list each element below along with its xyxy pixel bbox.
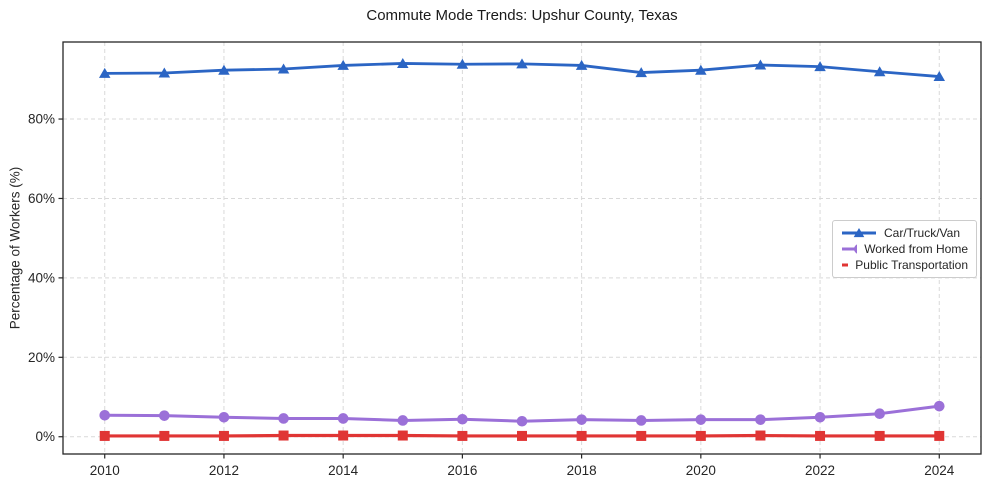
marker-triangle — [873, 66, 886, 77]
marker-square — [695, 430, 706, 441]
legend-label-worked-from-home: Worked from Home — [864, 242, 968, 256]
marker-circle — [99, 409, 111, 421]
chart-title: Commute Mode Trends: Upshur County, Texa… — [366, 7, 678, 24]
marker-square — [338, 430, 349, 441]
marker-triangle — [337, 59, 349, 70]
marker-square — [576, 430, 587, 441]
marker-triangle — [98, 67, 111, 78]
marker-circle — [159, 410, 170, 421]
marker-circle — [516, 415, 528, 427]
marker-square — [218, 430, 229, 441]
marker-circle — [874, 408, 885, 419]
legend-label-public-transportation: Public Transportation — [855, 258, 968, 272]
y-tick-label: 40% — [28, 270, 55, 285]
marker-circle — [218, 411, 230, 423]
marker-triangle — [218, 64, 230, 75]
marker-triangle — [814, 61, 826, 72]
marker-triangle — [456, 58, 469, 69]
marker-square — [99, 430, 110, 441]
marker-triangle — [635, 67, 647, 78]
legend-item-car-truck-van: Car/Truck/Van — [841, 226, 968, 240]
marker-triangle — [516, 58, 528, 69]
marker-triangle — [397, 57, 409, 68]
marker-triangle — [754, 59, 767, 70]
line-square-marker-icon — [842, 263, 849, 267]
legend-marker — [854, 244, 858, 254]
y-tick-label: 60% — [28, 191, 55, 206]
legend-label-car-truck-van: Car/Truck/Van — [884, 226, 961, 240]
line-circle-marker-icon — [842, 244, 858, 254]
legend-item-worked-from-home: Worked from Home — [841, 242, 968, 256]
legend-marker — [853, 227, 865, 238]
marker-circle — [814, 411, 826, 423]
y-tick-label: 80% — [28, 112, 55, 127]
marker-square — [815, 430, 826, 441]
marker-square — [517, 430, 527, 441]
marker-square — [278, 430, 289, 441]
axes-frame — [62, 41, 982, 455]
x-tick-label: 2014 — [328, 463, 359, 478]
marker-square — [457, 430, 468, 441]
marker-square — [636, 430, 647, 441]
x-tick-label: 2018 — [567, 463, 597, 478]
marker-circle — [755, 414, 766, 425]
marker-circle — [397, 415, 409, 426]
x-tick-label: 2024 — [924, 463, 955, 478]
y-tick-label: 20% — [28, 350, 55, 365]
marker-square — [874, 430, 885, 441]
x-tick-label: 2016 — [447, 463, 477, 478]
marker-circle — [933, 400, 945, 412]
marker-triangle — [933, 71, 946, 82]
marker-circle — [457, 413, 468, 425]
y-tick-label: 0% — [35, 429, 55, 444]
x-tick-label: 2012 — [209, 463, 239, 478]
x-tick-label: 2022 — [805, 463, 835, 478]
x-tick-label: 2020 — [686, 463, 716, 478]
legend-item-public-transportation: Public Transportation — [841, 258, 968, 272]
marker-triangle — [575, 59, 588, 70]
marker-triangle — [158, 67, 171, 78]
marker-square — [934, 430, 945, 441]
legend: Car/Truck/Van Worked from Home Public Tr… — [832, 220, 977, 278]
line-triangle-marker-icon — [842, 227, 876, 238]
marker-square — [159, 430, 170, 441]
marker-circle — [576, 414, 587, 425]
marker-circle — [695, 414, 707, 425]
marker-triangle — [277, 63, 290, 74]
marker-triangle — [695, 64, 707, 75]
x-tick-label: 2010 — [90, 463, 120, 478]
marker-square — [397, 430, 408, 441]
marker-square — [755, 430, 766, 441]
marker-circle — [635, 415, 647, 426]
marker-circle — [337, 413, 349, 424]
marker-circle — [278, 413, 289, 424]
